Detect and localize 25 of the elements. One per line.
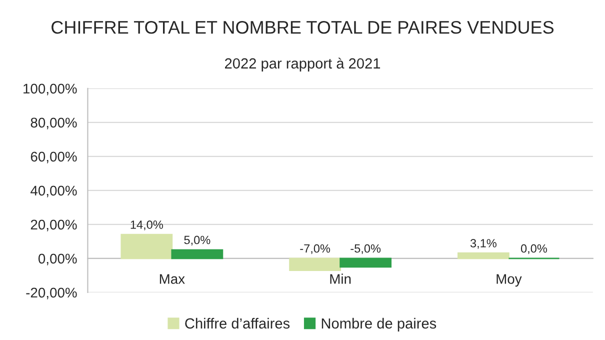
y-tick-label: 0,00% [38,254,77,266]
x-tick-label: Min [330,274,351,284]
data-label: -5,0% [350,244,381,254]
data-label: -7,0% [300,244,330,254]
y-tick-label: 60,00% [30,152,77,164]
y-tick-label: -20,00% [26,288,77,300]
bar [289,258,342,271]
legend-label: Nombre de paires [322,318,436,332]
y-tick-label: 80,00% [30,118,77,130]
y-tick-label: 40,00% [30,186,77,198]
data-label: 3,1% [470,239,496,249]
chart-title: CHIFFRE TOTAL ET NOMBRE TOTAL DE PAIRES VENDUES [52,20,554,34]
x-tick-label: Max [160,274,185,284]
bar [120,234,173,260]
bar [340,258,392,268]
bar [457,252,510,260]
data-label: 0,0% [520,244,547,254]
y-tick-label: 100,00% [24,84,77,96]
data-label: 14,0% [130,220,163,230]
y-tick-label: 20,00% [30,220,77,232]
data-label: 5,0% [184,236,210,246]
bar [171,249,224,260]
x-tick-label: Moy [496,274,522,287]
legend-label: Chiffre d’affaires [185,318,290,329]
chart-subtitle: 2022 par rapport à 2021 [225,58,380,72]
